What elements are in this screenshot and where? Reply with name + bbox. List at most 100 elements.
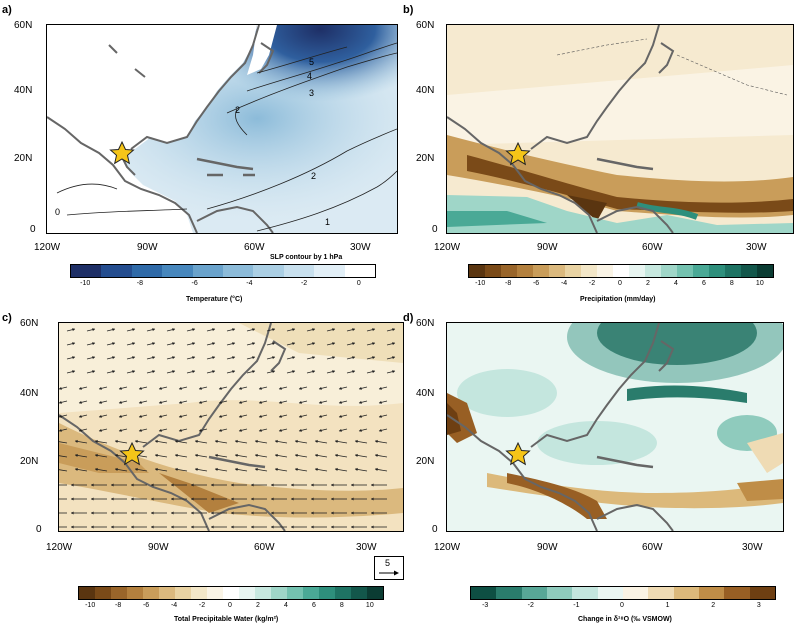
wind-vector-head <box>92 342 95 346</box>
wind-vector-head <box>192 328 195 332</box>
wind-vector-head <box>331 525 334 529</box>
colorbar-swatch <box>581 265 597 277</box>
colorbar-swatch <box>549 265 565 277</box>
colorbar-swatch <box>191 587 207 599</box>
wind-vector-head <box>131 511 134 515</box>
colorbar-swatch <box>335 587 351 599</box>
wind-vector-head <box>259 414 262 418</box>
wind-vector-head <box>192 370 195 374</box>
wind-vector-head <box>331 497 334 501</box>
wind-vector-head <box>155 453 158 457</box>
colorbar-swatch <box>143 587 159 599</box>
colorbar-swatch <box>597 265 613 277</box>
colorbar-swatch <box>207 587 223 599</box>
colorbar-swatch <box>127 587 143 599</box>
wind-vector-head <box>172 356 175 360</box>
wind-vector-head <box>359 428 362 432</box>
wind-vector-head <box>131 497 134 501</box>
colorbar-tick-label: -4 <box>170 602 178 609</box>
wind-vector-head <box>131 525 134 529</box>
colorbar-swatch <box>314 265 345 277</box>
colorbar-c-title: Total Precipitable Water (kg/m²) <box>174 616 279 623</box>
wind-vector-head <box>359 386 362 390</box>
wind-vector-head <box>251 511 254 515</box>
colorbar-d <box>470 586 776 600</box>
wind-vector-head <box>255 453 258 457</box>
wind-vector-head <box>171 483 174 487</box>
wind-vector-head <box>251 483 254 487</box>
wind-vector-head <box>271 511 274 515</box>
wind-vector-head <box>299 428 302 432</box>
wind-vector-head <box>259 400 262 404</box>
wind-vector-head <box>199 386 202 390</box>
wind-vector-head <box>352 370 355 374</box>
wind-vector-head <box>152 328 155 332</box>
colorbar-swatch <box>496 587 522 599</box>
wind-vector-head <box>155 439 158 443</box>
wind-vector-head <box>292 328 295 332</box>
wind-vector-head <box>311 525 314 529</box>
wind-vector-head <box>59 428 62 432</box>
vector-reference-label: 5 <box>385 558 391 568</box>
wind-vector-head <box>372 342 375 346</box>
wind-vector-head <box>379 428 382 432</box>
wind-vector-head <box>135 439 138 443</box>
colorbar-tick-label: -8 <box>505 280 512 287</box>
wind-vector-head <box>139 428 142 432</box>
lat-label: 40N <box>416 388 435 399</box>
wind-vector-head <box>59 386 62 390</box>
colorbar-tick-label: 8 <box>339 602 344 609</box>
colorbar-swatch <box>485 265 501 277</box>
wind-vector-head <box>332 342 335 346</box>
wind-vector-head <box>231 497 234 501</box>
wind-vector-head <box>299 414 302 418</box>
wind-vector-head <box>371 511 374 515</box>
wind-vector-head <box>131 483 134 487</box>
colorbar-swatch <box>319 587 335 599</box>
wind-vector-head <box>219 414 222 418</box>
wind-vector-head <box>295 467 298 471</box>
wind-vector-head <box>252 370 255 374</box>
wind-vector-head <box>111 525 114 529</box>
wind-vector-head <box>71 497 74 501</box>
wind-vector-head <box>191 497 194 501</box>
wind-vector-head <box>172 342 175 346</box>
colorbar-swatch <box>131 265 163 277</box>
wind-vector-head <box>172 370 175 374</box>
colorbar-swatch <box>757 265 773 277</box>
wind-vector-head <box>355 439 358 443</box>
wind-vector-head <box>175 439 178 443</box>
colorbar-tick-label: -10 <box>475 280 486 287</box>
wind-vector-head <box>115 467 118 471</box>
colorbar-tick-label: -10 <box>80 280 91 287</box>
wind-vector-head <box>315 453 318 457</box>
wind-vector-head <box>319 428 322 432</box>
lat-label: 40N <box>416 85 435 96</box>
wind-vector-head <box>195 453 198 457</box>
colorbar-tick-label: -8 <box>115 602 122 609</box>
wind-vector-head <box>71 525 74 529</box>
colorbar-swatch <box>283 265 315 277</box>
wind-vector-head <box>339 386 342 390</box>
colorbar-swatch <box>709 265 725 277</box>
colorbar-tick-label: 4 <box>283 602 288 609</box>
wind-vector-head <box>271 497 274 501</box>
lat-label: 0 <box>36 524 42 535</box>
wind-vector-head <box>315 467 318 471</box>
star-icon <box>505 441 531 466</box>
wind-vector-head <box>335 439 338 443</box>
wind-vector-head <box>72 370 75 374</box>
wind-vector-head <box>99 414 102 418</box>
map-panel-a: 5 4 3 2 2 1 0 <box>46 24 398 234</box>
wind-vector-head <box>251 525 254 529</box>
colorbar-tick-label: 2 <box>256 602 260 609</box>
wind-vector-head <box>139 400 142 404</box>
colorbar-tick-label: 0 <box>618 280 622 287</box>
wind-vector <box>59 455 68 458</box>
wind-vector-head <box>252 328 255 332</box>
wind-vector-head <box>275 467 278 471</box>
wind-vector-head <box>331 511 334 515</box>
colorbar-swatch <box>724 587 750 599</box>
wind-vector-head <box>271 525 274 529</box>
lat-label: 60N <box>14 20 33 31</box>
